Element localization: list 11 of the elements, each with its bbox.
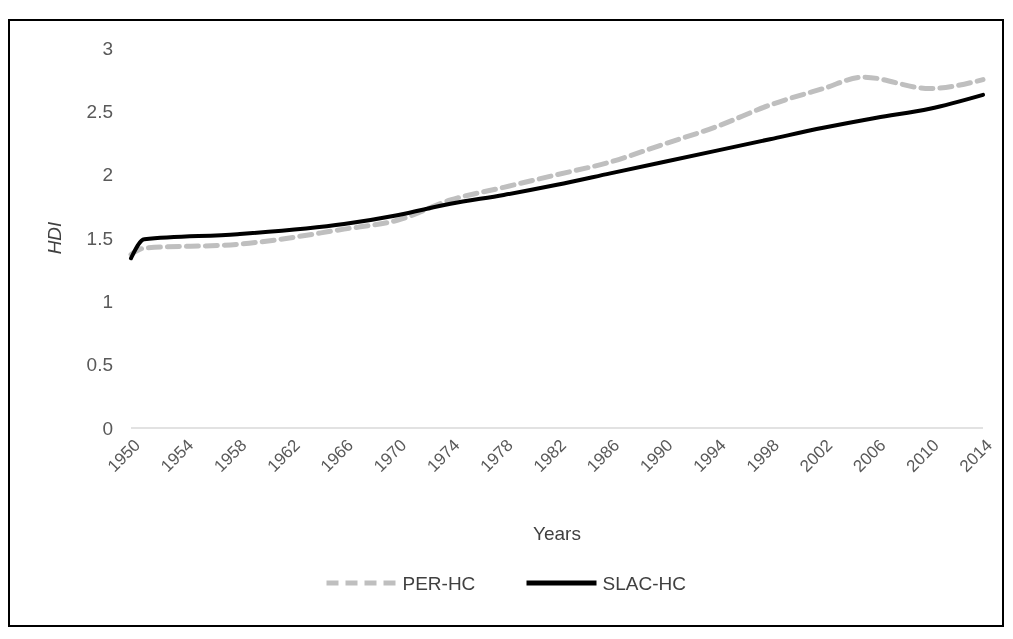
legend-label: PER-HC (402, 572, 476, 594)
legend-label: SLAC-HC (602, 572, 686, 594)
y-axis-title: HDI (44, 220, 65, 255)
y-tick-label: 2.5 (86, 100, 113, 122)
y-tick-label: 1 (102, 290, 113, 312)
y-tick-label: 0.5 (86, 354, 113, 376)
y-tick-label: 0 (102, 417, 113, 439)
y-tick-label: 3 (102, 37, 113, 59)
y-tick-label: 1.5 (86, 227, 113, 249)
x-axis-title: Years (533, 523, 581, 544)
y-tick-label: 2 (102, 164, 113, 186)
